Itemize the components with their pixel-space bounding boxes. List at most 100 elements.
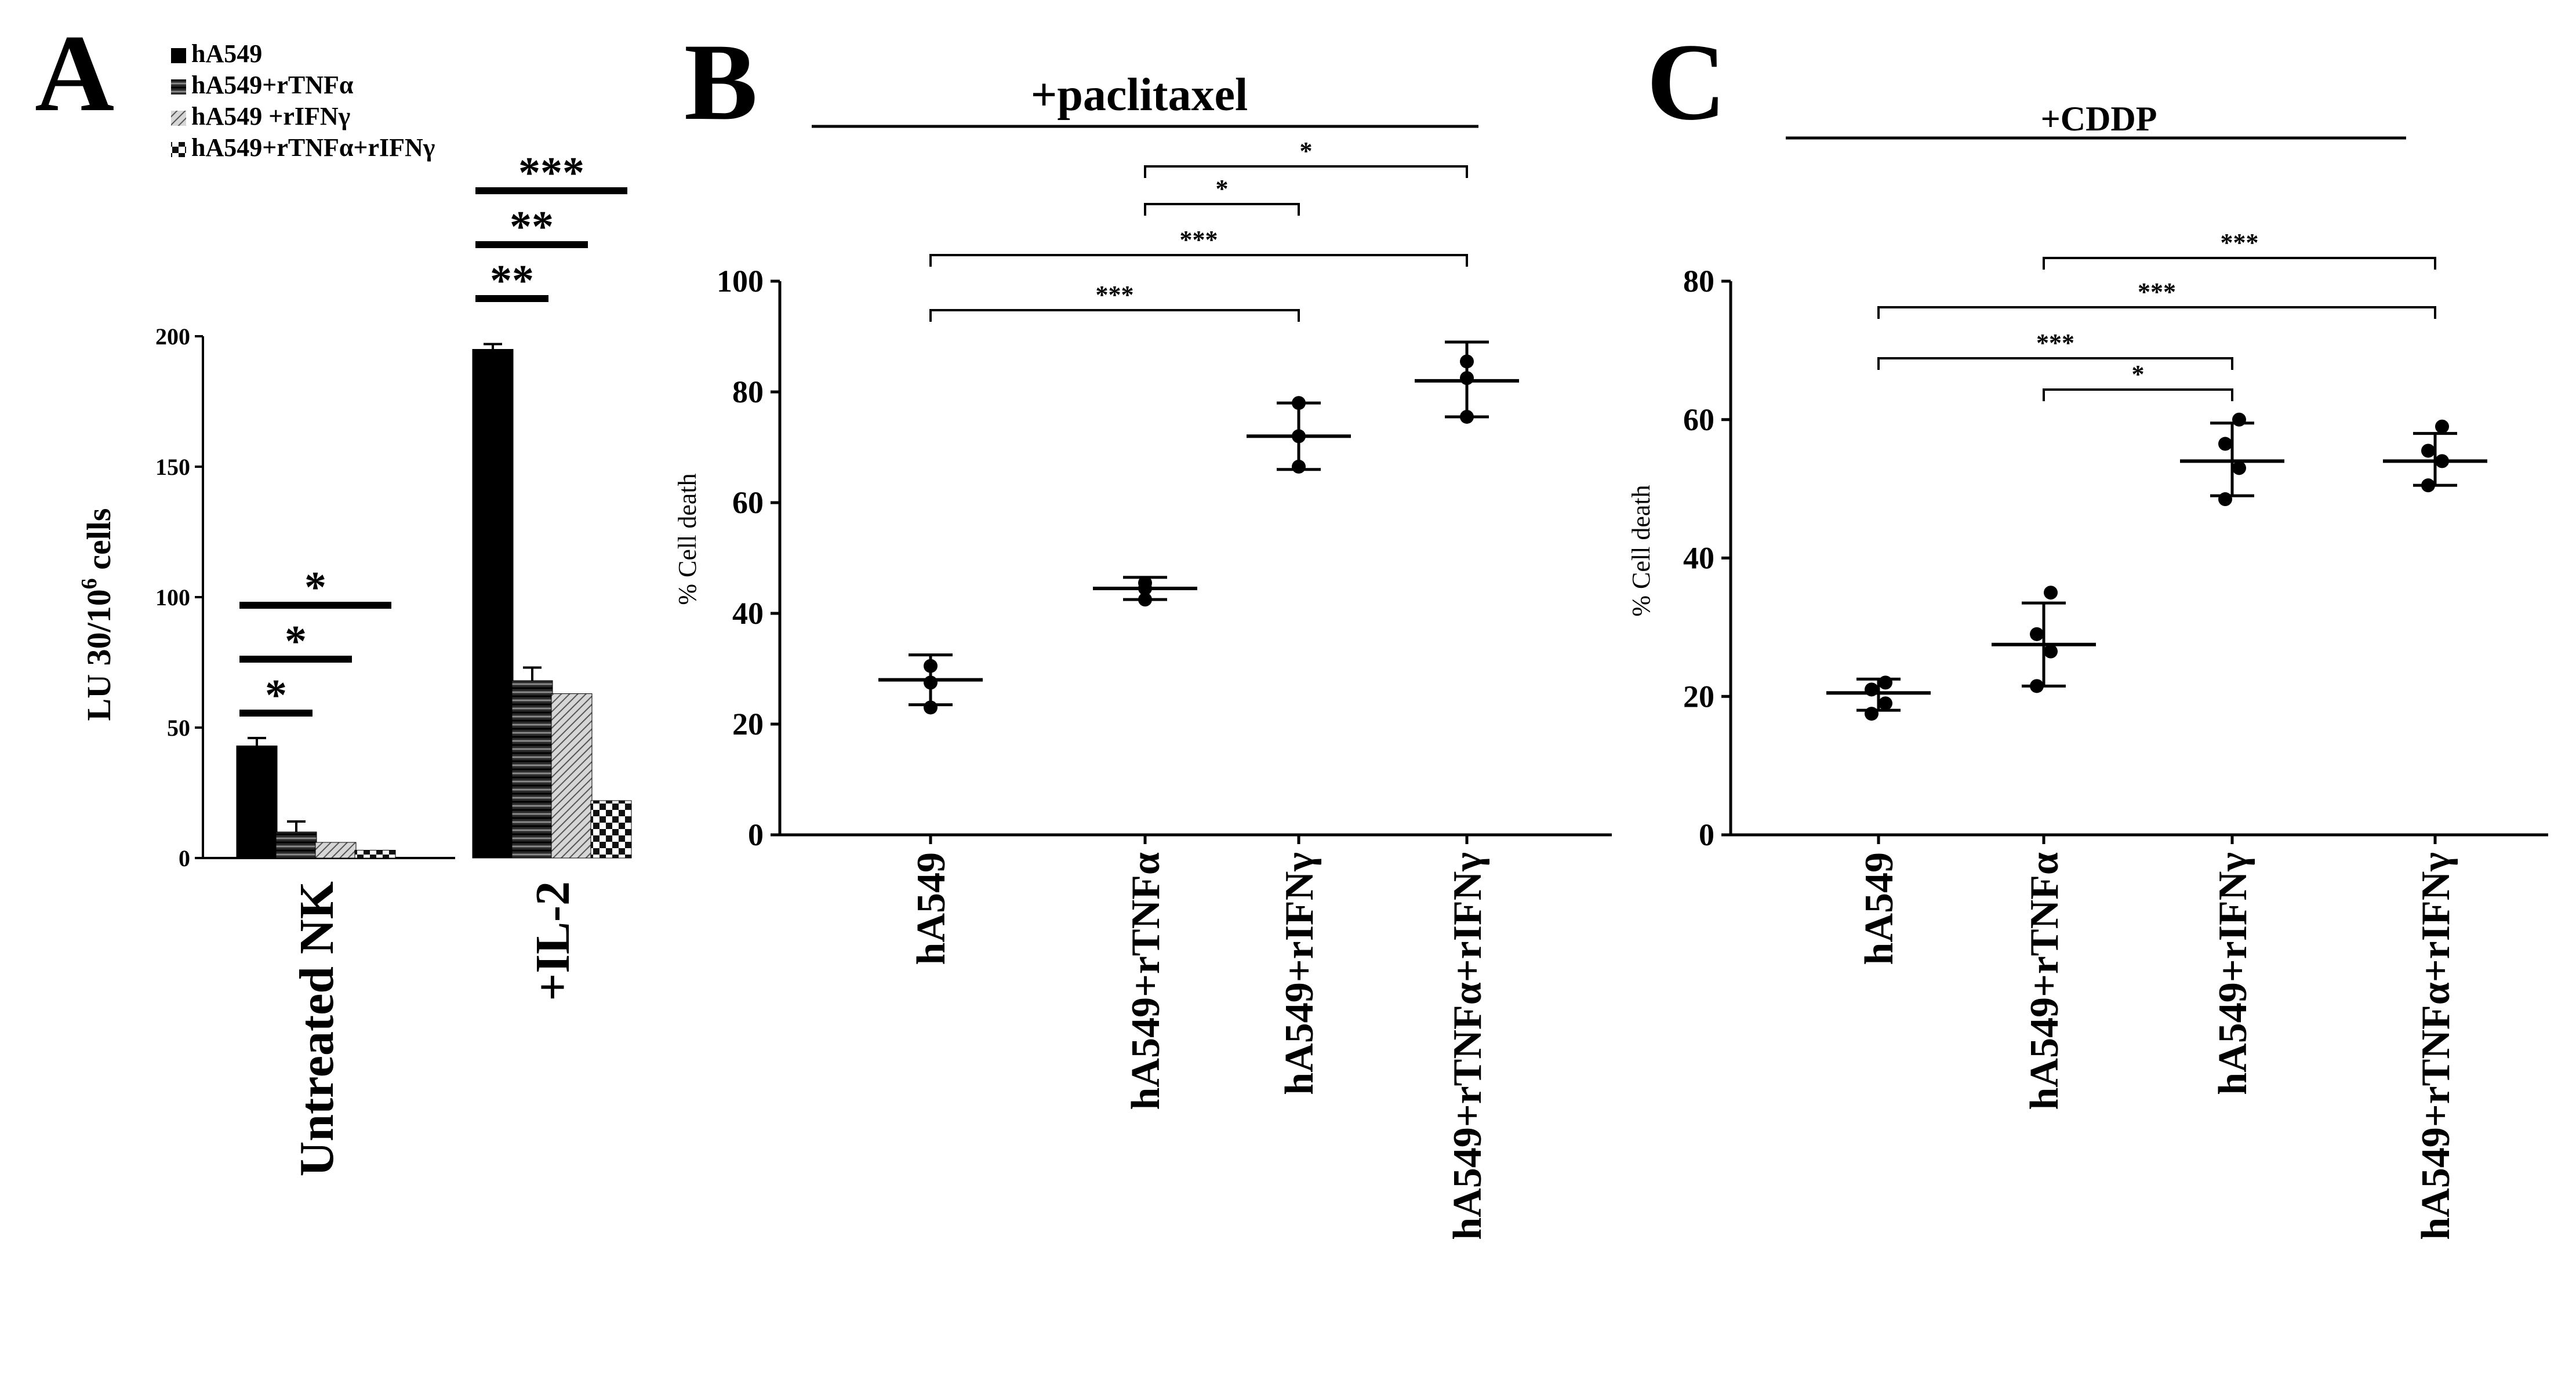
panel-a-legend: hA549 hA549+rTNFα hA549 +rIFNγ hA549+rTN…	[171, 39, 435, 162]
panel-b-significance-bracket	[1144, 203, 1300, 216]
panel-c-significance-bracket	[2043, 388, 2233, 401]
panel-b-data-point	[924, 700, 938, 715]
panel-c-y-tick-label: 40	[1683, 541, 1714, 576]
panel-c-significance-bracket	[1877, 357, 2233, 370]
panel-a-y-tick-label: 100	[155, 584, 190, 610]
bar-il-2-ha549-rifng	[551, 693, 593, 859]
panel-c-data-point	[2232, 412, 2246, 427]
legend-label-hA549-rTNFa: hA549+rTNFα	[191, 71, 354, 99]
legend-swatch-hA549	[171, 48, 186, 63]
panel-b-data-point	[1138, 593, 1152, 607]
panel-c-data-point	[2435, 419, 2449, 434]
panel-c-category-label: hA549+rTNFα+rIFNγ	[2414, 852, 2458, 1240]
panel-b-y-tick-label: 20	[732, 707, 764, 741]
legend-swatch-hA549-rIFNg	[171, 111, 186, 126]
bar-untreated-nk-ha549-rifng	[315, 842, 357, 859]
panel-label-a: A	[35, 13, 114, 135]
panel-c-category-label: hA549	[1857, 852, 1902, 965]
panel-b-y-axis-title: % Cell death	[673, 473, 702, 605]
panel-b-data-point	[1292, 459, 1306, 474]
panel-c-category-label: hA549+rIFNγ	[2211, 852, 2255, 1095]
panel-a-y-tick-label: 50	[167, 715, 190, 741]
panel-a-significance-stars: *	[265, 671, 287, 719]
panel-label-b: B	[684, 21, 758, 143]
panel-a-significance-stars: **	[490, 256, 534, 305]
panel-b-significance-stars: *	[1216, 175, 1229, 203]
panel-a-y-tick-label: 150	[155, 454, 190, 480]
panel-b-category-label: hA549+rTNFα	[1124, 852, 1168, 1110]
legend-label-hA549: hA549	[191, 39, 262, 68]
panel-c-y-tick-label: 20	[1683, 679, 1714, 714]
panel-b-data-point	[1460, 371, 1474, 386]
panel-a-significance-stars: *	[285, 617, 307, 666]
panel-b-y-tick-label: 100	[717, 264, 764, 299]
panel-c-data-point	[2435, 454, 2449, 468]
panel-b-data-point	[1138, 576, 1152, 590]
panel-b-category-label: hA549+rTNFα+rIFNγ	[1445, 852, 1490, 1240]
panel-b-y-tick-label: 60	[732, 485, 764, 520]
panel-b-significance-stars: *	[1300, 137, 1313, 165]
bar-untreated-nk-ha549-rtnfa	[275, 831, 317, 859]
panel-c-significance-stars: ***	[2221, 228, 2259, 257]
panel-c-data-point	[1865, 682, 1879, 697]
panel-b-category-label: hA549	[909, 852, 954, 965]
panel-c-significance-bracket	[2043, 257, 2436, 270]
panel-b-data-point	[1460, 354, 1474, 369]
panel-a-category-label: Untreated NK	[290, 881, 344, 1176]
panel-a-y-tick-label: 200	[155, 323, 190, 350]
panel-c-data-point	[2030, 679, 2044, 693]
bar-untreated-nk-ha549-rtnfa-rifng	[354, 850, 396, 859]
panel-a-y-tick-label: 0	[179, 845, 190, 871]
legend-label-hA549-rTNFa-rIFNg: hA549+rTNFα+rIFNγ	[191, 133, 435, 162]
panel-c-data-point	[1879, 696, 1892, 711]
legend-swatch-hA549-rTNFa-rIFNg	[171, 142, 186, 157]
panel-b-significance-stars: ***	[1096, 281, 1134, 309]
panel-c-y-tick-label: 80	[1683, 264, 1714, 299]
panel-b-data-point	[924, 675, 938, 690]
panel-b-data-point	[1460, 409, 1474, 424]
panel-b-title: +paclitaxel	[1031, 70, 1248, 121]
panel-c-title: +CDDP	[2041, 100, 2157, 138]
panel-c-significance-bracket	[1877, 306, 2436, 319]
panel-c-data-point	[2218, 492, 2232, 507]
legend-swatch-hA549-rTNFa	[171, 79, 186, 94]
panel-c-data-point	[2232, 461, 2246, 475]
panel-c-y-axis-title: % Cell death	[1627, 485, 1655, 616]
bar-untreated-nk-ha549	[236, 746, 278, 859]
panel-c-significance-stars: *	[2132, 360, 2145, 388]
panel-b-significance-bracket	[929, 309, 1300, 322]
panel-b-data-point	[924, 659, 938, 673]
panel-c-data-point	[2421, 478, 2435, 493]
panel-c-data-point	[1865, 707, 1879, 721]
panel-c-data-point	[2044, 586, 2058, 600]
bar-il-2-ha549	[472, 349, 514, 859]
panel-a-significance-stars: ***	[518, 148, 584, 197]
panel-c-scatter-chart: +CDDP % Cell death 0 20 40 60 80 hA549 hA549+r…	[1627, 100, 2548, 1240]
panel-a-category-label: +IL-2	[526, 881, 580, 1001]
legend-label-hA549-rIFNg: hA549 +rIFNγ	[191, 102, 350, 130]
panel-b-significance-bracket	[929, 254, 1468, 267]
panel-b-category-label: hA549+rIFNγ	[1277, 852, 1322, 1095]
panel-c-category-label: hA549+rTNFα	[2022, 852, 2067, 1110]
panel-c-significance-stars: ***	[2138, 278, 2176, 306]
panel-c-y-tick-label: 0	[1699, 817, 1714, 852]
panel-c-data-point	[1879, 675, 1892, 690]
panel-b-significance-stars: ***	[1180, 226, 1218, 254]
panel-c-data-point	[2030, 627, 2044, 641]
panel-b-y-tick-label: 40	[732, 596, 764, 631]
panel-b-significance-bracket	[1144, 165, 1468, 178]
panel-b-data-point	[1292, 429, 1306, 444]
panel-a-bar-chart: hA549 hA549+rTNFα hA549 +rIFNγ hA549+rTN…	[77, 39, 632, 1176]
panel-c-y-tick-label: 60	[1683, 402, 1714, 437]
panel-b-y-tick-label: 0	[748, 817, 764, 852]
panel-a-y-axis-title: LU 30/106 cells	[77, 508, 118, 721]
panel-b-data-point	[1292, 396, 1306, 410]
bar-il-2-ha549-rtnfa-rifng	[590, 800, 632, 859]
panel-b-y-tick-label: 80	[732, 375, 764, 409]
panel-a-significance-stars: **	[510, 202, 554, 251]
bar-il-2-ha549-rtnfa	[511, 680, 553, 859]
panel-c-data-point	[2218, 437, 2232, 451]
panel-c-data-point	[2044, 644, 2058, 659]
panel-c-significance-stars: ***	[2036, 329, 2074, 357]
